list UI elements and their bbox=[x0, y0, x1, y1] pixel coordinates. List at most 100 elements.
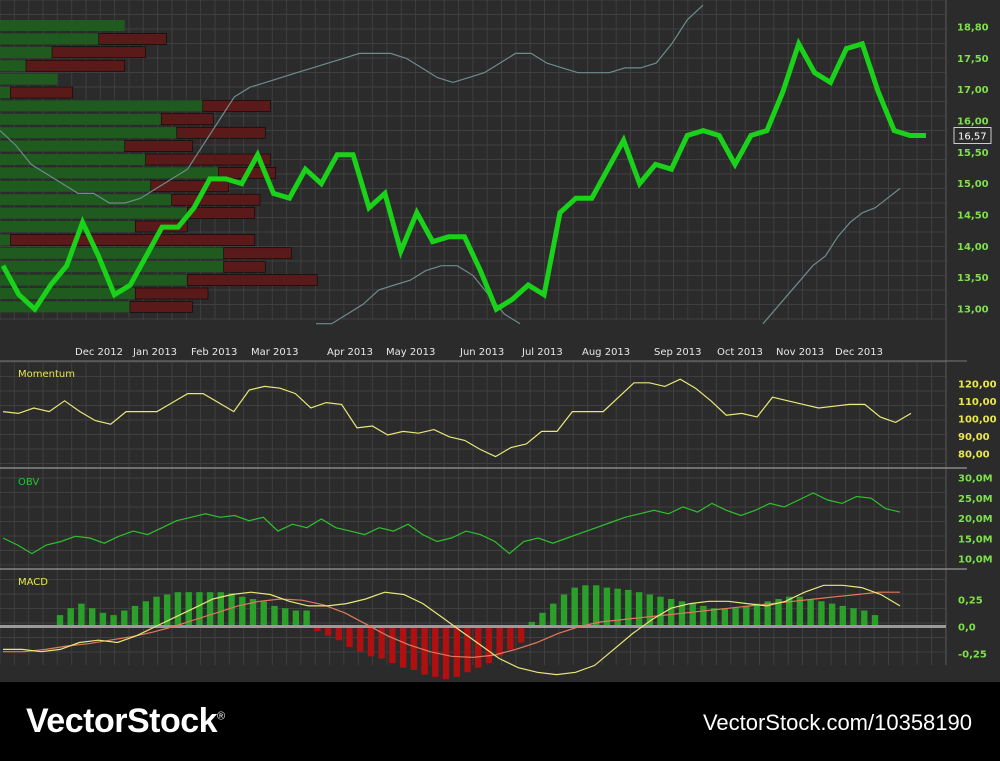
macd-histogram-bar-negative bbox=[357, 626, 364, 652]
upper-band-line bbox=[0, 4, 704, 204]
price-axis: 18,80 17,50 17,00 16,00 15,50 15,00 14,50 14,00… bbox=[953, 23, 992, 316]
volume-bar-up bbox=[0, 180, 151, 192]
date-label: Mar 2013 bbox=[251, 347, 299, 358]
date-label: Jan 2013 bbox=[132, 347, 177, 358]
momentum-tick: 80,00 bbox=[958, 450, 990, 461]
macd-histogram-bar-positive bbox=[839, 605, 846, 627]
momentum-tick: 90,00 bbox=[958, 432, 990, 443]
macd-histogram-bar-negative bbox=[367, 626, 375, 657]
price-tick: 15,50 bbox=[957, 148, 989, 159]
macd-histogram-bar-positive bbox=[593, 585, 600, 627]
volume-bar-up bbox=[0, 100, 203, 112]
price-tick: 15,00 bbox=[957, 179, 989, 190]
volume-bar-up bbox=[0, 274, 188, 286]
price-tick: 14,00 bbox=[957, 242, 989, 253]
momentum-tick: 120,00 bbox=[958, 380, 997, 391]
macd-histogram-bar-positive bbox=[271, 605, 278, 627]
date-label: Jun 2013 bbox=[459, 347, 504, 358]
macd-histogram-bar-positive bbox=[539, 612, 546, 627]
macd-histogram-bar-positive bbox=[871, 615, 879, 627]
macd-histogram-bar-positive bbox=[260, 601, 267, 627]
macd-histogram-bar-positive bbox=[67, 608, 74, 627]
macd-histogram-bar-positive bbox=[110, 615, 117, 627]
macd-histogram-bar-positive bbox=[764, 601, 771, 627]
price-tick: 17,50 bbox=[957, 54, 989, 65]
macd-histogram-bar-positive bbox=[818, 601, 825, 627]
macd-histogram-bar-negative bbox=[421, 626, 428, 675]
volume-bar-up bbox=[0, 60, 26, 72]
volume-bar-down bbox=[145, 153, 271, 166]
obv-tick: 15,0M bbox=[958, 534, 993, 545]
momentum-panel: Momentum 120,00 110,00 100,00 90,00 80,00 bbox=[2, 369, 997, 461]
volume-bar-down bbox=[150, 180, 230, 193]
obv-line bbox=[2, 492, 901, 555]
volume-bar-up bbox=[0, 194, 172, 206]
volume-bar-up bbox=[0, 221, 136, 232]
obv-panel: OBV 30,0M 25,0M 20,0M 15,0M 10,0M bbox=[2, 474, 993, 566]
macd-histogram-bar-positive bbox=[153, 596, 160, 627]
macd-histogram-bar-positive bbox=[710, 608, 718, 627]
macd-tick: 0,0 bbox=[958, 623, 976, 634]
brand-name: VectorStock bbox=[26, 702, 218, 740]
brand-mark: ® bbox=[217, 710, 225, 723]
macd-histogram-bar-positive bbox=[678, 601, 686, 627]
volume-bar-down bbox=[10, 234, 256, 246]
volume-bar-up bbox=[0, 87, 11, 98]
volume-bar-down bbox=[10, 86, 74, 99]
volume-bar-down bbox=[51, 46, 146, 59]
macd-histogram-bar-positive bbox=[582, 585, 589, 627]
volume-bar-up bbox=[0, 73, 58, 85]
macd-histogram-bar-negative bbox=[485, 626, 493, 664]
date-label: Jul 2013 bbox=[521, 347, 563, 358]
macd-histogram-bar-positive bbox=[861, 610, 868, 627]
volume-bar-down bbox=[186, 207, 256, 219]
signal-line bbox=[3, 591, 900, 659]
macd-histogram-bar-negative bbox=[335, 626, 342, 641]
macd-histogram-bar-positive bbox=[56, 615, 64, 627]
macd-histogram-bar-positive bbox=[239, 596, 246, 627]
macd-histogram-bar-positive bbox=[292, 610, 300, 627]
volume-bar-up bbox=[0, 20, 125, 31]
macd-histogram-bar-negative bbox=[389, 626, 396, 664]
macd-histogram-bar-negative bbox=[432, 626, 439, 677]
macd-histogram-bar-positive bbox=[228, 593, 235, 627]
macd-histogram-bar-positive bbox=[603, 587, 611, 627]
volume-bar-up bbox=[0, 261, 224, 273]
macd-histogram-bar-negative bbox=[442, 626, 450, 680]
macd-histogram-bar-positive bbox=[786, 596, 793, 627]
price-tick: 18,80 bbox=[957, 23, 989, 34]
volume-bar-up bbox=[0, 127, 177, 139]
macd-histogram-bar-positive bbox=[196, 592, 203, 627]
lower-band-line bbox=[316, 265, 521, 325]
date-label: Apr 2013 bbox=[327, 347, 373, 358]
macd-histogram-bar-positive bbox=[78, 603, 85, 627]
momentum-tick: 100,00 bbox=[958, 415, 997, 426]
macd-histogram-bar-positive bbox=[850, 608, 857, 627]
macd-histogram-bar-positive bbox=[550, 603, 557, 627]
macd-histogram-bar-positive bbox=[668, 599, 675, 627]
image-reference: VectorStock.com/10358190 bbox=[702, 710, 972, 735]
macd-histogram-bar-positive bbox=[217, 592, 224, 627]
macd-histogram-bar-negative bbox=[378, 626, 385, 659]
macd-histogram-bar-positive bbox=[303, 610, 310, 627]
momentum-line bbox=[2, 378, 912, 458]
macd-histogram-bar-positive bbox=[753, 603, 761, 627]
volume-profile bbox=[0, 20, 318, 313]
obv-tick: 30,0M bbox=[958, 474, 993, 485]
macd-histogram-bar-positive bbox=[121, 610, 128, 627]
volume-bar-down bbox=[134, 287, 209, 300]
volume-bar-up bbox=[0, 288, 136, 299]
volume-bar-up bbox=[0, 301, 130, 313]
volume-bar-up bbox=[0, 113, 162, 125]
obv-title: OBV bbox=[18, 477, 39, 488]
volume-bar-down bbox=[223, 247, 292, 260]
volume-bar-up bbox=[0, 167, 219, 179]
obv-tick: 20,0M bbox=[958, 514, 993, 525]
price-tick: 14,50 bbox=[957, 211, 989, 222]
macd-histogram-bar-positive bbox=[99, 612, 107, 627]
macd-histogram-bar-negative bbox=[453, 626, 460, 677]
macd-panel: MACD 0,25 0,0 -0,25 bbox=[0, 577, 987, 680]
macd-line bbox=[3, 584, 901, 676]
macd-histogram-bar-positive bbox=[635, 592, 643, 627]
